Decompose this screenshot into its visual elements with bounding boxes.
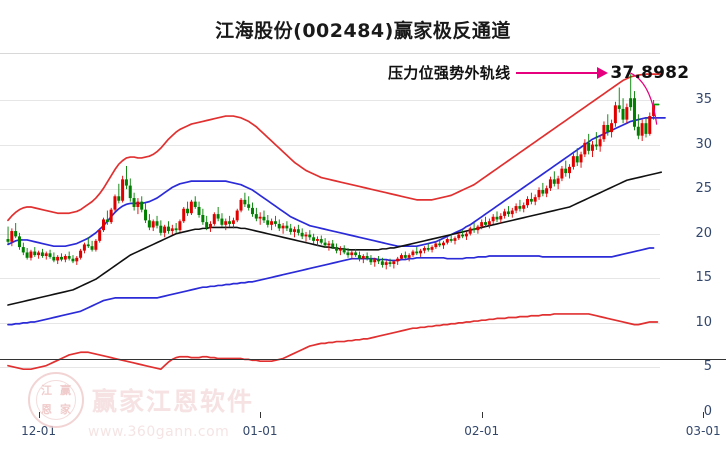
x-axis-tick-label: 03-01 — [685, 424, 721, 438]
y-axis-tick-label: 0 — [703, 404, 712, 419]
gridline — [0, 322, 660, 324]
x-axis-tick-label: 01-01 — [242, 424, 278, 438]
gridline — [0, 233, 660, 235]
plot-area — [0, 53, 666, 412]
arrow-right-icon — [516, 66, 609, 79]
watermark-logo-char-3: 恩 — [41, 403, 52, 416]
series-middle-line — [7, 171, 663, 306]
x-axis-tick — [703, 412, 705, 418]
x-axis-tick — [260, 412, 262, 418]
plot-top-border — [0, 53, 660, 54]
x-axis-line — [0, 359, 726, 360]
watermark-url: www.360gann.com — [88, 424, 230, 440]
y-axis-tick-label: 5 — [703, 359, 712, 375]
y-axis-tick-label: 30 — [695, 136, 712, 152]
watermark-logo-char-4: 家 — [60, 403, 71, 416]
watermark-logo-char-2: 赢 — [60, 384, 71, 397]
series-lower-outer-rail — [7, 313, 659, 371]
candlestick-series — [6, 74, 656, 270]
y-axis-tick-label: 25 — [695, 181, 712, 197]
page-title: 江海股份(002484)赢家极反通道 — [215, 20, 511, 42]
pressure-annotation-label: 压力位强势外轨线 — [388, 64, 511, 82]
gridline — [0, 144, 660, 146]
x-axis-tick-label: 02-01 — [464, 424, 500, 438]
pressure-annotation: 压力位强势外轨线 37.8982 — [388, 62, 689, 83]
x-axis-tick — [481, 412, 483, 418]
series-lower-inner-rail — [7, 247, 655, 326]
annotation-leader-curve — [630, 72, 658, 125]
y-axis-tick-label: 10 — [695, 314, 712, 330]
pressure-annotation-value: 37.8982 — [610, 62, 690, 83]
series-upper-inner-rail — [7, 116, 666, 248]
gridline — [0, 189, 660, 191]
gridline — [0, 278, 660, 280]
watermark-brand: 赢家江恩软件 — [92, 387, 255, 416]
gridline — [0, 100, 660, 101]
series-upper-outer-rail — [7, 73, 663, 222]
x-axis-tick-label: 12-01 — [21, 424, 56, 438]
y-axis-tick-label: 20 — [695, 225, 712, 241]
gridline — [0, 367, 660, 369]
y-axis-tick-label: 15 — [695, 270, 712, 286]
chart-series-canvas — [6, 72, 666, 371]
y-axis-tick-label: 35 — [695, 92, 712, 107]
watermark-logo-icon: 江 赢 恩 家 — [28, 372, 84, 428]
watermark-logo-char-1: 江 — [41, 384, 52, 397]
